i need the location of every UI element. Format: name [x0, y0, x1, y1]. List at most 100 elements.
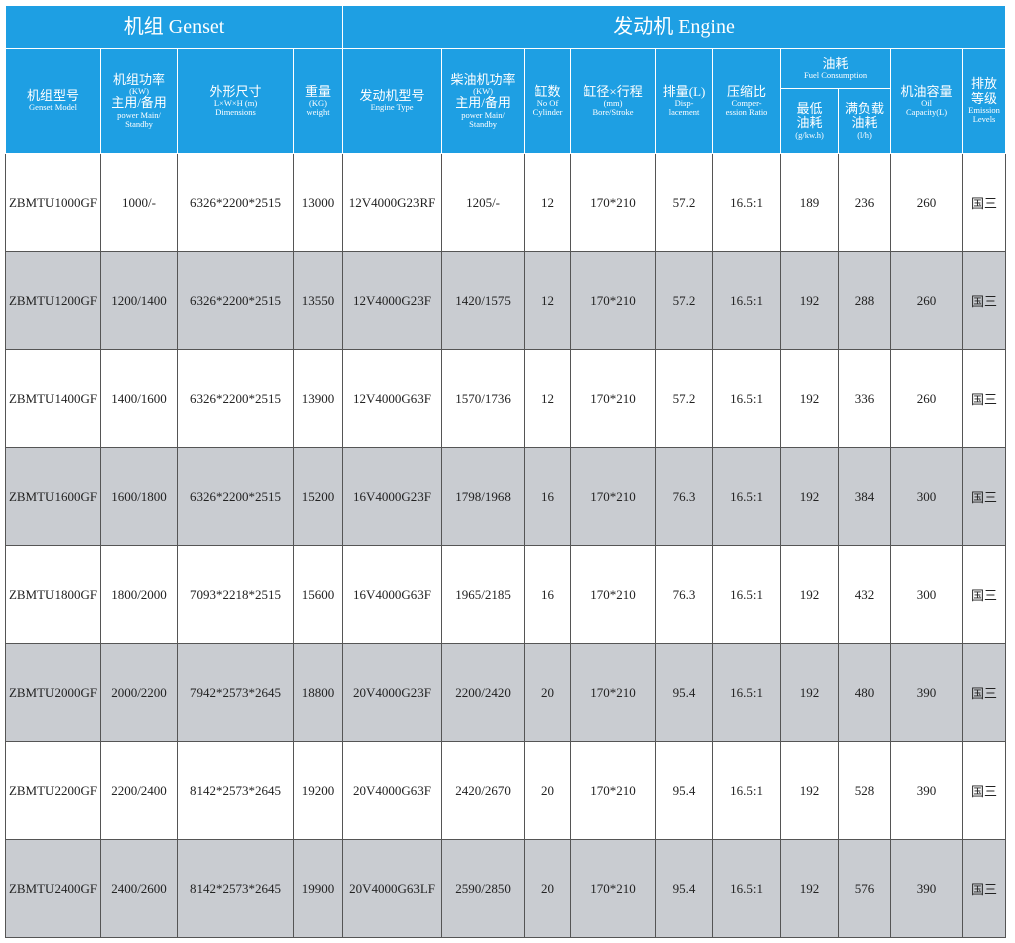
table-body: ZBMTU1000GF 1000/- 6326*2200*2515 13000 12V4… — [5, 153, 1007, 938]
header-line: 油耗 — [822, 55, 849, 71]
cell: 16.5:1 — [712, 153, 782, 252]
header-line: 油耗 — [851, 115, 878, 131]
header-line: Levels — [972, 114, 996, 125]
column-header: 机组型号 Genset Model — [5, 48, 101, 154]
cell: 192 — [780, 839, 840, 938]
cell: 192 — [780, 349, 840, 448]
header-line: power Main/ — [117, 109, 161, 120]
cell: 170*210 — [570, 153, 657, 252]
header-line: (l/h) — [857, 129, 872, 140]
cell: 170*210 — [570, 545, 657, 644]
cell: 16.5:1 — [712, 251, 782, 350]
cell: 95.4 — [655, 643, 714, 742]
cell: 12V4000G23RF — [342, 153, 443, 252]
header-line: power Main/ — [461, 109, 505, 120]
cell: 13900 — [292, 349, 344, 448]
cell: 300 — [890, 545, 964, 644]
cell: 1570/1736 — [441, 349, 526, 448]
cell: 16.5:1 — [712, 643, 782, 742]
header-line: 机油容量 — [900, 83, 953, 99]
column-header: 外形尺寸 L×W×H (m) Dimensions — [177, 48, 294, 154]
cell: 国三 — [962, 545, 1007, 644]
table-row: ZBMTU2200GF 2200/2400 8142*2573*2645 19200 2… — [5, 741, 1007, 840]
cell: 19900 — [292, 839, 344, 938]
header-line: Standby — [125, 118, 153, 129]
cell: 20 — [524, 839, 572, 938]
header-line: Cylinder — [532, 107, 563, 118]
column-header: 柴油机功率 (KW) 主用/备用 power Main/Standby — [441, 48, 526, 154]
cell: ZBMTU2200GF — [5, 741, 101, 840]
cell: ZBMTU1600GF — [5, 447, 101, 546]
cell: 1800/2000 — [100, 545, 178, 644]
cell: 20V4000G63F — [342, 741, 443, 840]
header-line: Standby — [469, 118, 497, 129]
cell: ZBMTU1400GF — [5, 349, 101, 448]
header-line: 压缩比 — [727, 83, 767, 99]
header-line: L×W×H (m) — [213, 97, 258, 108]
cell: 2000/2200 — [100, 643, 178, 742]
cell: 2590/2850 — [441, 839, 526, 938]
table-row: ZBMTU1600GF 1600/1800 6326*2200*2515 15200 1… — [5, 447, 1007, 546]
header-line: 缸径×行程 — [583, 83, 643, 99]
cell: 480 — [838, 643, 892, 742]
header-line: Dimensions — [215, 107, 256, 118]
cell: 20 — [524, 643, 572, 742]
cell: 12 — [524, 153, 572, 252]
cell: 7942*2573*2645 — [177, 643, 294, 742]
table-row: ZBMTU1800GF 1800/2000 7093*2218*2515 15600 1… — [5, 545, 1007, 644]
cell: 国三 — [962, 447, 1007, 546]
table-row: ZBMTU1000GF 1000/- 6326*2200*2515 13000 12V4… — [5, 153, 1007, 252]
cell: 170*210 — [570, 741, 657, 840]
header-line: 机组型号 — [26, 88, 79, 104]
header-line: Disp- — [674, 97, 694, 108]
column-header: 重量 (KG) weight — [292, 48, 344, 154]
cell: 7093*2218*2515 — [177, 545, 294, 644]
header-line: 最低 — [796, 101, 823, 117]
header-line: (KW) — [473, 85, 493, 96]
cell: ZBMTU1200GF — [5, 251, 101, 350]
cell: 95.4 — [655, 741, 714, 840]
cell: 576 — [838, 839, 892, 938]
header-line: (KG) — [309, 97, 327, 108]
cell: 390 — [890, 839, 964, 938]
cell: 1200/1400 — [100, 251, 178, 350]
cell: 13000 — [292, 153, 344, 252]
cell: 1000/- — [100, 153, 178, 252]
cell: 15200 — [292, 447, 344, 546]
cell: 8142*2573*2645 — [177, 741, 294, 840]
cell: 170*210 — [570, 447, 657, 546]
column-header: 压缩比 Comper-ession Ratio — [712, 48, 782, 154]
column-header: 缸径×行程 (mm) Bore/Stroke — [570, 48, 657, 154]
cell: 57.2 — [655, 153, 714, 252]
cell: 170*210 — [570, 839, 657, 938]
cell: 192 — [780, 643, 840, 742]
cell: 国三 — [962, 251, 1007, 350]
header-line: 柴油机功率 — [450, 71, 516, 87]
cell: 12 — [524, 251, 572, 350]
cell: 16.5:1 — [712, 545, 782, 644]
cell: 336 — [838, 349, 892, 448]
cell: 170*210 — [570, 251, 657, 350]
cell: 2400/2600 — [100, 839, 178, 938]
cell: 16.5:1 — [712, 741, 782, 840]
header-line: 油耗 — [796, 115, 823, 131]
cell: 192 — [780, 741, 840, 840]
cell: 12 — [524, 349, 572, 448]
header-line: 等级 — [971, 90, 998, 106]
header-line: Comper- — [731, 97, 762, 108]
column-header: 排放 等级 Emission Levels — [962, 48, 1007, 154]
cell: 15600 — [292, 545, 344, 644]
column-header: 油耗 Fuel Consumption — [780, 48, 892, 89]
header-line: Capacity(L) — [906, 107, 948, 118]
cell: 8142*2573*2645 — [177, 839, 294, 938]
spec-table: 机组 Genset 发动机 Engine 机组型号 Genset Model 机组功… — [4, 5, 1007, 938]
group-row: 机组 Genset 发动机 Engine — [4, 5, 1007, 49]
table-head: 机组 Genset 发动机 Engine 机组型号 Genset Model 机组功… — [4, 5, 1007, 154]
header-line: (mm) — [603, 97, 623, 108]
cell: 1205/- — [441, 153, 526, 252]
header-line: Genset Model — [29, 102, 77, 113]
cell: 260 — [890, 349, 964, 448]
cell: ZBMTU1000GF — [5, 153, 101, 252]
cell: 192 — [780, 447, 840, 546]
column-header-row: 机组型号 Genset Model 机组功率 (KW) 主用/备用 power Main/… — [5, 48, 1007, 154]
